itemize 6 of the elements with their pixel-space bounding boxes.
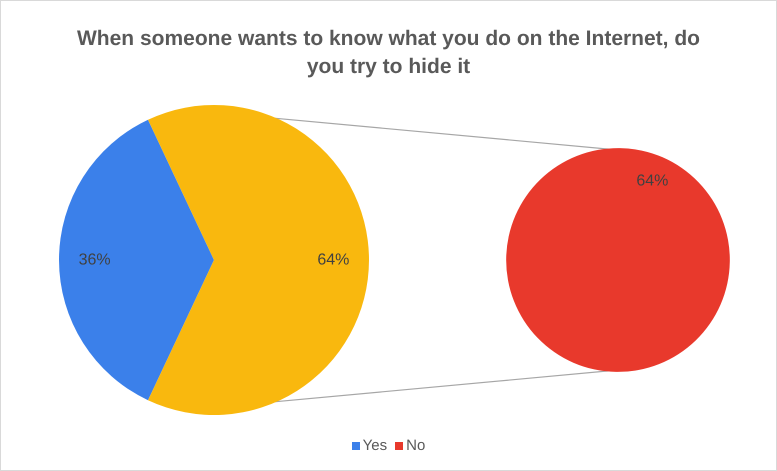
data-label: 36% bbox=[78, 251, 111, 268]
legend-label: No bbox=[405, 437, 426, 454]
legend-label: Yes bbox=[362, 437, 388, 454]
data-label: 64% bbox=[636, 172, 668, 190]
data-label: 64% bbox=[317, 251, 350, 268]
chart-title: When someone wants to know what you do on the Internet, do you try to hide it bbox=[76, 26, 701, 80]
